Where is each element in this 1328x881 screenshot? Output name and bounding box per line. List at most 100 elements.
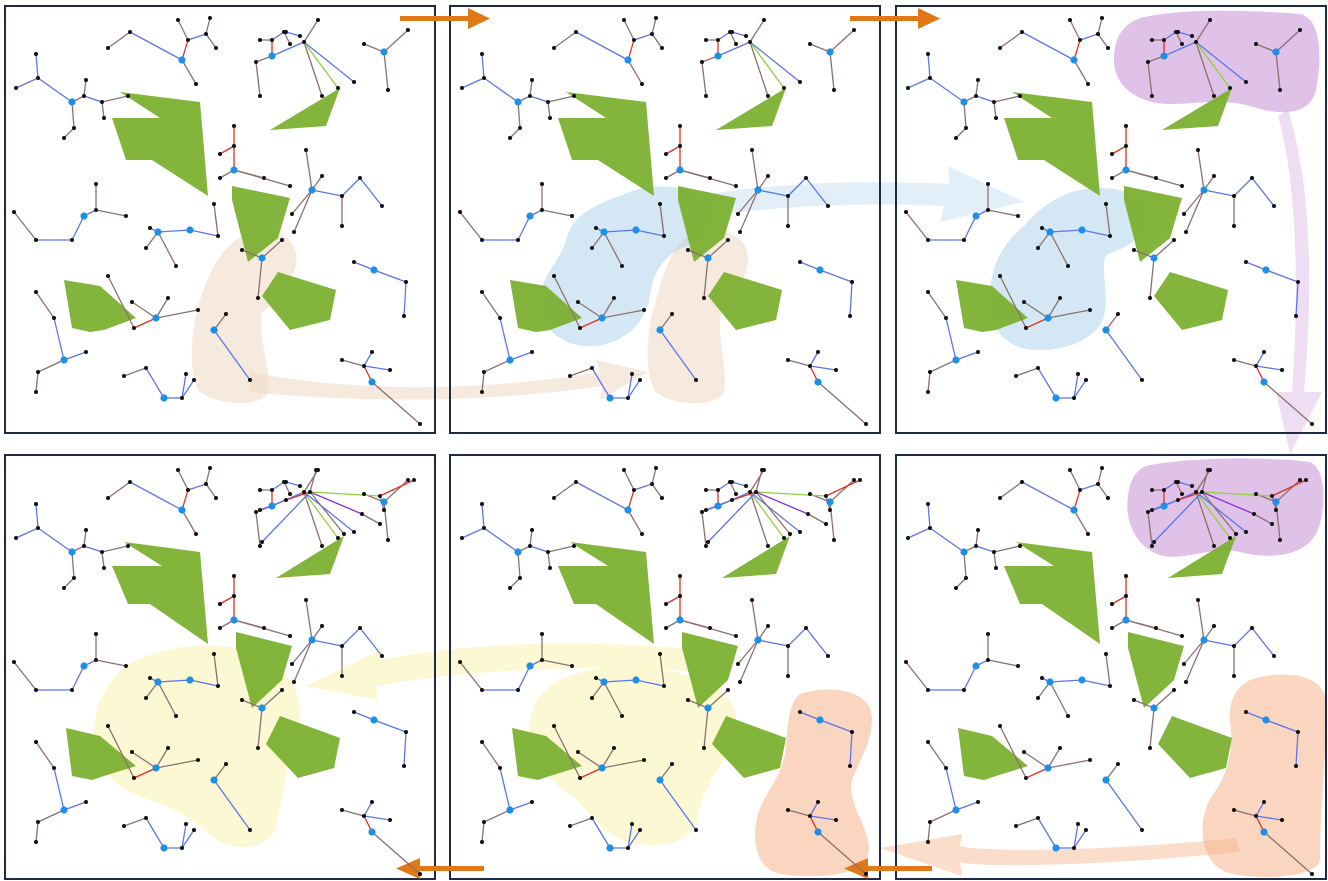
tree-node	[552, 46, 556, 50]
tree-edge	[1255, 351, 1265, 367]
tree-node	[906, 86, 910, 90]
tree-node	[1066, 264, 1070, 268]
tree-node	[852, 478, 856, 482]
tree-node	[788, 532, 792, 536]
obstacle-polygon	[270, 88, 340, 130]
tree-edge	[213, 329, 251, 381]
tree-edge	[1111, 595, 1127, 605]
tree-node	[232, 124, 236, 128]
tree-root-node	[1122, 166, 1130, 174]
tree-root-node	[1102, 776, 1110, 784]
tree-node	[12, 660, 16, 664]
tree-edge	[71, 551, 75, 579]
tree-node	[148, 676, 152, 680]
tree-edge	[601, 747, 615, 769]
obstacle-polygon	[1004, 92, 1100, 196]
tree-node	[1110, 626, 1114, 630]
tree-node	[378, 522, 382, 526]
tree-node	[954, 136, 958, 140]
tree-node	[1162, 38, 1166, 42]
tree-node	[828, 508, 832, 512]
tree-edge	[309, 491, 345, 535]
tree-node	[362, 814, 366, 818]
tree-node	[986, 208, 990, 212]
tree-edge	[927, 53, 931, 79]
tree-root-node	[526, 212, 534, 220]
tree-edge	[213, 653, 219, 687]
tree-edge	[233, 619, 265, 629]
tree-edge	[717, 31, 731, 41]
tree-node	[568, 824, 572, 828]
tree-edge	[509, 801, 533, 811]
tree-edge	[1275, 51, 1281, 91]
tree-node	[130, 750, 134, 754]
tree-edge	[373, 719, 407, 733]
tree-node	[1068, 468, 1072, 472]
tree-root-node	[68, 548, 76, 556]
tree-edge	[963, 101, 967, 129]
tree-node	[460, 536, 464, 540]
tree-node	[180, 396, 184, 400]
tree-node	[192, 828, 196, 832]
tree-node	[962, 688, 966, 692]
tree-node	[84, 78, 88, 82]
tree-node	[650, 32, 654, 36]
panel-contents	[12, 16, 1314, 876]
tree-node	[240, 698, 244, 702]
tree-edge	[955, 127, 967, 139]
tree-edge	[717, 481, 731, 491]
tree-node	[174, 264, 178, 268]
tree-edge	[1201, 491, 1255, 515]
tree-node	[594, 226, 598, 230]
tree-node	[1278, 88, 1282, 92]
tree-node	[258, 508, 262, 512]
tree-node	[798, 530, 802, 534]
tree-node	[748, 40, 752, 44]
tree-node	[84, 800, 88, 804]
tree-node	[686, 698, 690, 702]
tree-edge	[757, 639, 789, 647]
tree-node	[632, 488, 636, 492]
tree-node	[976, 78, 980, 82]
tree-edge	[257, 707, 263, 749]
tree-node	[1058, 746, 1062, 750]
tree-node	[786, 194, 790, 198]
tree-node	[102, 116, 106, 120]
tree-node	[1228, 86, 1232, 90]
tree-edge	[35, 821, 39, 843]
tree-edge	[553, 275, 581, 329]
tree-edge	[83, 545, 103, 553]
tree-edge	[987, 659, 1019, 667]
obstacle-polygon	[66, 728, 136, 780]
tree-edge	[101, 101, 105, 119]
tree-edge	[627, 59, 643, 85]
tree-node	[360, 512, 364, 516]
tree-node	[658, 652, 662, 656]
tree-node	[254, 60, 258, 64]
tree-node	[192, 378, 196, 382]
tree-node	[704, 544, 708, 548]
tree-edge	[1197, 149, 1205, 191]
tree-node	[1076, 822, 1080, 826]
tree-node	[508, 136, 512, 140]
tree-node	[1194, 490, 1198, 494]
tree-edge	[363, 365, 391, 371]
tree-edge	[729, 31, 737, 45]
tree-node	[926, 502, 930, 506]
tree-edge	[293, 189, 313, 233]
tree-edge	[35, 741, 55, 769]
tree-node	[406, 478, 410, 482]
tree-edge	[517, 551, 521, 579]
tree-node	[72, 576, 76, 580]
tree-node	[1148, 746, 1152, 750]
tree-node	[388, 818, 392, 822]
tree-node	[1206, 468, 1210, 472]
tree-edge	[575, 31, 629, 61]
tree-node	[458, 210, 462, 214]
tree-edge	[1233, 359, 1257, 367]
tree-node	[670, 312, 674, 316]
obstacle-polygon	[558, 92, 654, 196]
tree-edge	[1275, 479, 1301, 503]
obstacle-polygon	[112, 92, 208, 196]
tree-edge	[363, 815, 391, 821]
